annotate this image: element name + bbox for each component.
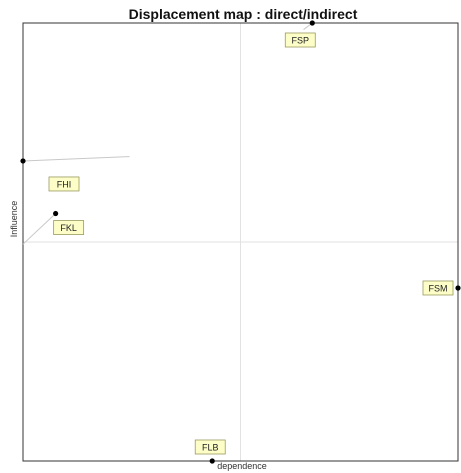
- label-box-fsp: [284, 32, 316, 48]
- plot-area: FSP FHI FKL FSM FLB: [20, 20, 461, 464]
- displacement-lines: [22, 22, 313, 245]
- displacement-line-fkl: [22, 213, 56, 245]
- point-label-flb: FLB: [202, 443, 219, 453]
- label-box-fhi: [48, 176, 80, 192]
- data-point-fsp: [309, 20, 315, 26]
- data-point-fsm: [455, 285, 461, 291]
- label-box-fkl: [53, 220, 85, 235]
- label-box-flb: [194, 439, 226, 455]
- point-labels: FSP FHI FKL FSM FLB: [48, 32, 454, 455]
- point-label-fhi: FHI: [57, 179, 72, 189]
- point-label-fkl: FKL: [60, 223, 77, 233]
- data-point-fkl: [53, 210, 59, 217]
- data-point-fhi: [20, 158, 26, 164]
- label-box-fsm: [422, 280, 454, 296]
- point-label-fsp: FSP: [292, 36, 310, 46]
- plot-frame: [22, 22, 459, 462]
- point-label-fsm: FSM: [429, 283, 448, 293]
- x-axis-label: dependence: [217, 461, 267, 471]
- displacement-line-fhi: [22, 156, 130, 162]
- chart-title: Displacement map : direct/indirect: [129, 6, 358, 22]
- y-axis-label: Influence: [9, 201, 19, 238]
- data-point-flb: [209, 458, 215, 464]
- data-points: [20, 20, 461, 464]
